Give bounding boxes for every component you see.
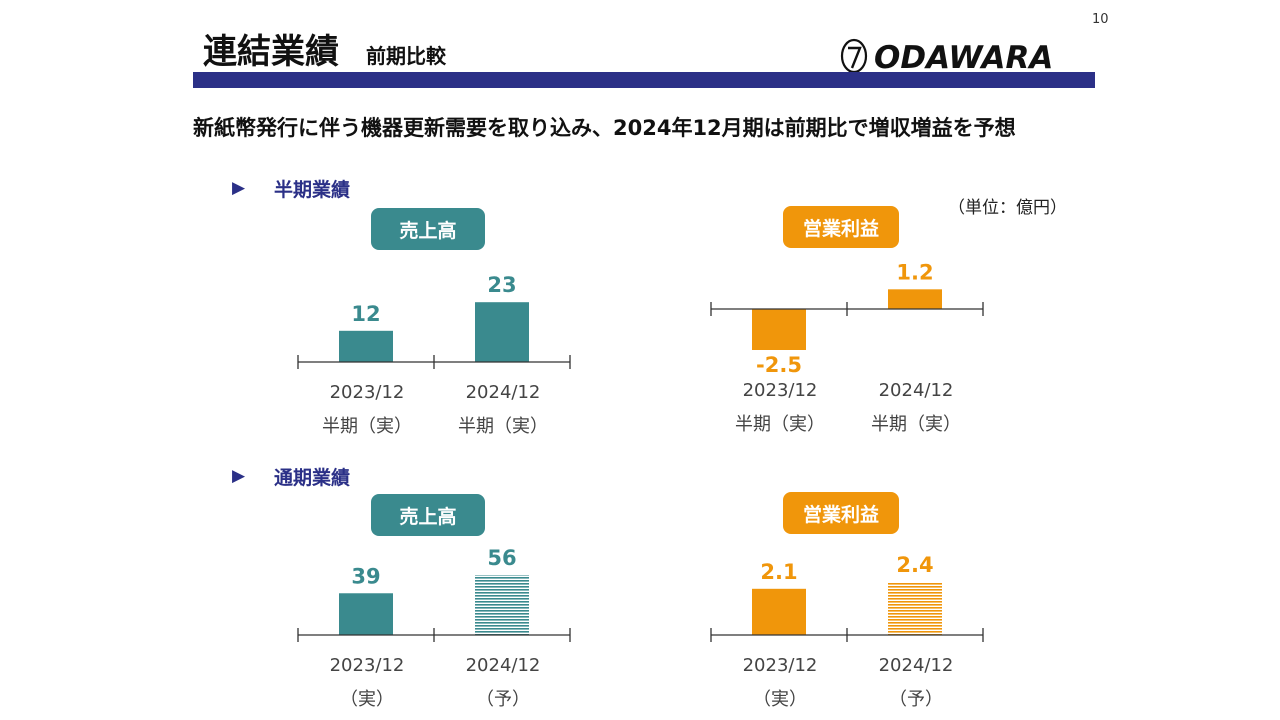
data-label: 56 bbox=[487, 546, 516, 570]
bar bbox=[339, 593, 393, 635]
chart-half-profit: -2.5 1.2 bbox=[710, 260, 984, 377]
bar bbox=[888, 582, 942, 635]
chart-full-profit: 2.1 2.4 bbox=[710, 553, 984, 642]
chart-title-half-sales: 売上高 bbox=[371, 208, 485, 250]
data-label: -2.5 bbox=[756, 353, 802, 377]
tick-sublabel: （予） bbox=[889, 689, 943, 710]
tick-label: 2023/12 bbox=[742, 655, 818, 676]
tick-sublabel: （実） bbox=[340, 689, 394, 710]
section-title-full: 通期業績 bbox=[274, 467, 351, 489]
bar bbox=[475, 302, 529, 362]
tick-label: 2024/12 bbox=[465, 382, 541, 403]
data-label: 12 bbox=[351, 302, 380, 326]
data-label: 2.4 bbox=[896, 553, 933, 577]
bar bbox=[475, 575, 529, 635]
chart-title-full-sales: 売上高 bbox=[371, 494, 485, 536]
bar bbox=[752, 588, 806, 635]
page-number: 10 bbox=[1092, 12, 1109, 27]
page-title: 連結業績 bbox=[203, 32, 339, 72]
section-marker-half: ▶ bbox=[232, 178, 246, 198]
tick-label: 2023/12 bbox=[742, 380, 818, 401]
tick-label: 2024/12 bbox=[465, 655, 541, 676]
company-logo: ODAWARA bbox=[840, 38, 1053, 74]
chart-half-sales: 12 23 bbox=[297, 273, 571, 369]
chart-title-half-profit: 営業利益 bbox=[783, 206, 899, 248]
tick-sublabel: 半期（実） bbox=[735, 414, 825, 435]
chart-title-full-profit: 営業利益 bbox=[783, 492, 899, 534]
tick-sublabel: （実） bbox=[753, 689, 807, 710]
header-band bbox=[193, 72, 1095, 88]
svg-text:ODAWARA: ODAWARA bbox=[874, 40, 1053, 74]
bar bbox=[339, 330, 393, 362]
chart-full-sales: 39 56 bbox=[297, 546, 571, 642]
section-marker-full: ▶ bbox=[232, 466, 246, 486]
page-subtitle: 前期比較 bbox=[366, 44, 446, 68]
tick-sublabel: 半期（実） bbox=[458, 416, 548, 437]
data-label: 23 bbox=[487, 273, 516, 297]
section-title-half: 半期業績 bbox=[274, 179, 351, 201]
bar bbox=[752, 309, 806, 350]
data-label: 39 bbox=[351, 564, 380, 588]
bar bbox=[888, 289, 942, 309]
headline: 新紙幣発行に伴う機器更新需要を取り込み、2024年12月期は前期比で増収増益を予… bbox=[193, 116, 1016, 140]
tick-sublabel: 半期（実） bbox=[871, 414, 961, 435]
tick-sublabel: （予） bbox=[476, 689, 530, 710]
tick-sublabel: 半期（実） bbox=[322, 416, 412, 437]
unit-label: （単位：億円） bbox=[948, 198, 1067, 218]
data-label: 2.1 bbox=[760, 560, 797, 584]
data-label: 1.2 bbox=[896, 260, 933, 284]
tick-label: 2023/12 bbox=[329, 382, 405, 403]
tick-label: 2023/12 bbox=[329, 655, 405, 676]
tick-label: 2024/12 bbox=[878, 655, 954, 676]
tick-label: 2024/12 bbox=[878, 380, 954, 401]
